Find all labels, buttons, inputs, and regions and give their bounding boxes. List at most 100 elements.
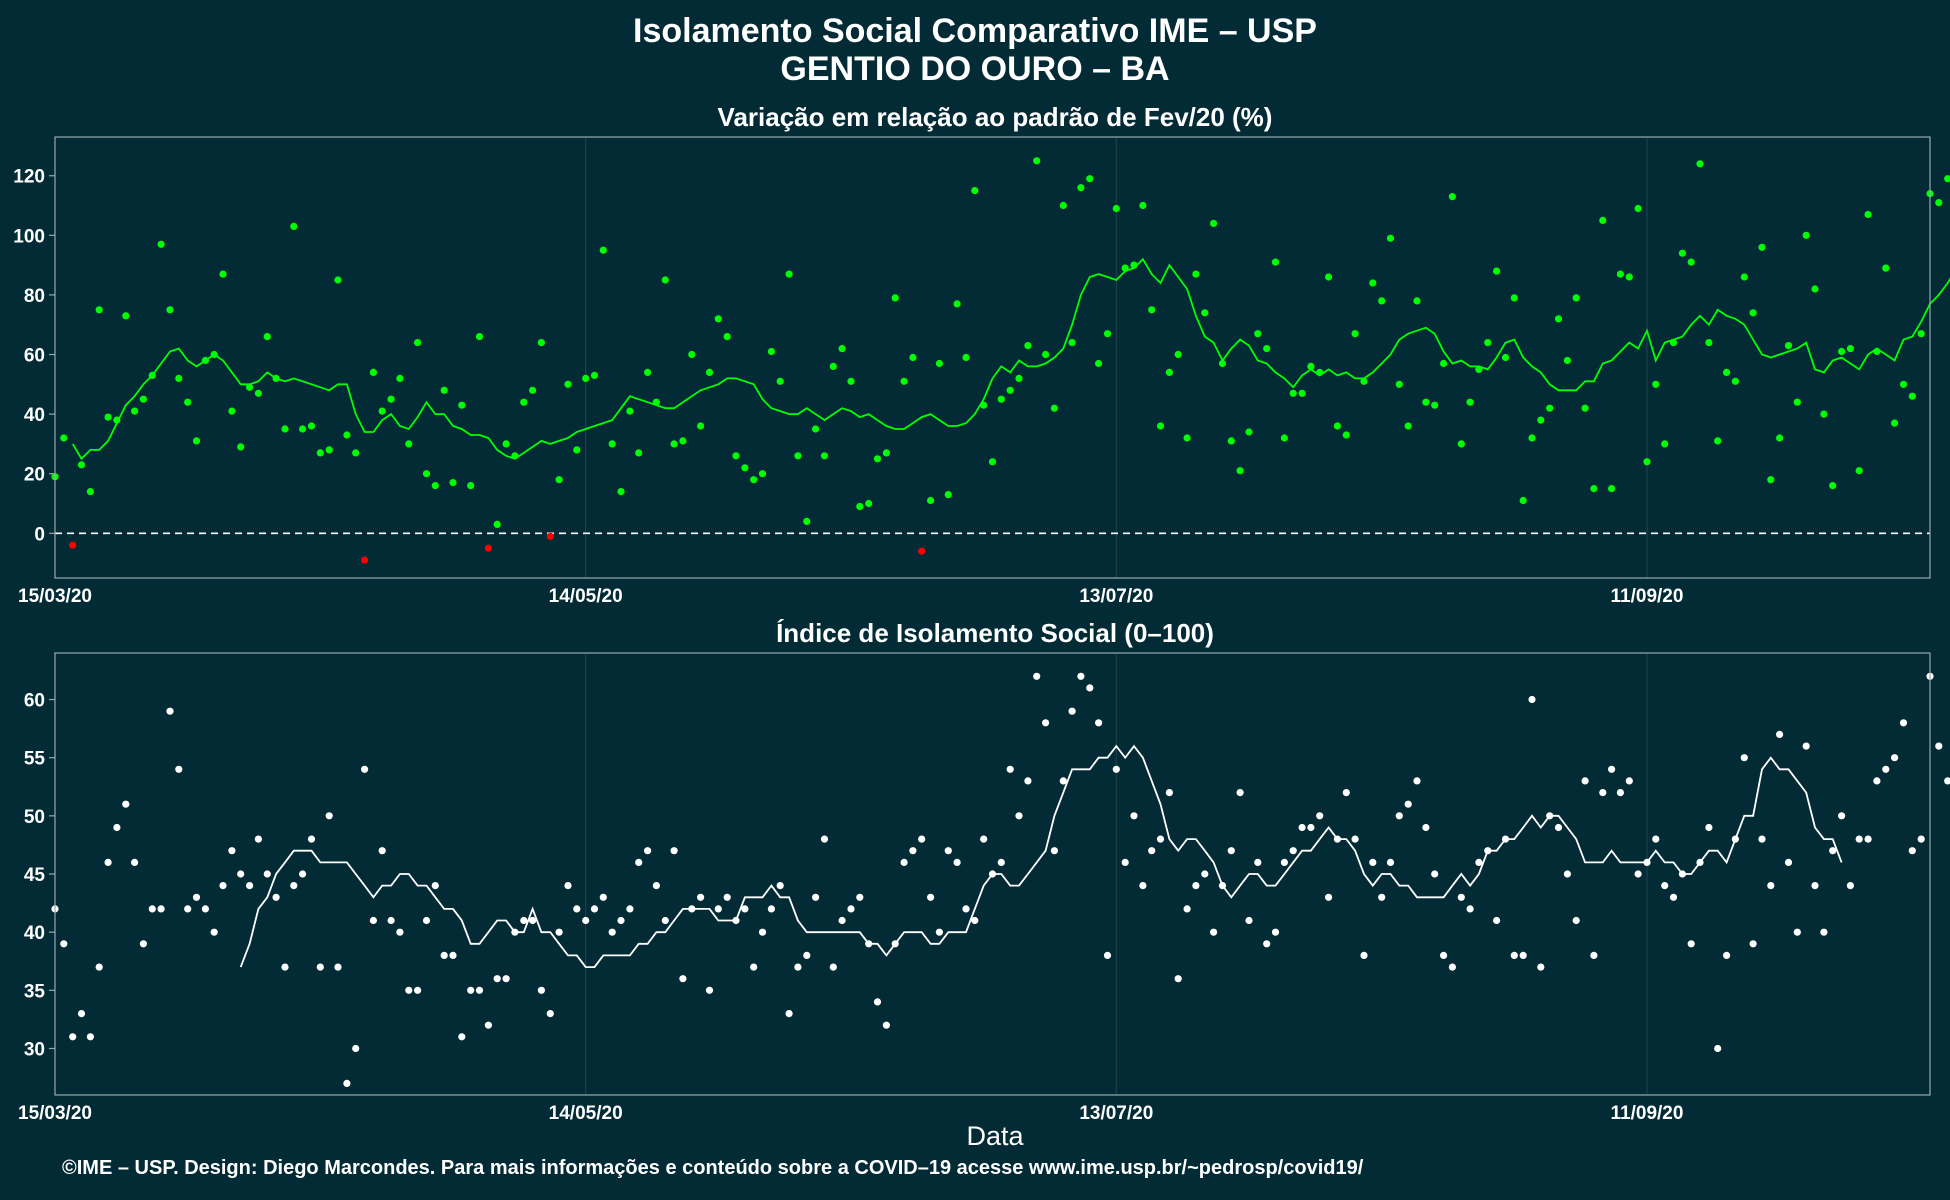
data-point [210,928,218,936]
data-point [1554,315,1563,323]
data-point [661,916,669,925]
data-point [1811,285,1819,293]
data-point [529,386,537,394]
data-point [1811,882,1819,890]
data-point [1448,963,1456,971]
data-point [803,951,811,960]
data-point [1192,270,1200,278]
data-point [1705,823,1713,832]
data-point [599,246,607,254]
data-point [1767,476,1775,484]
data-point [750,476,758,484]
data-point [732,916,740,925]
data-point [1165,368,1173,376]
data-point [1440,359,1448,368]
data-point [1289,847,1297,855]
data-point [210,350,218,359]
data-point [1519,496,1527,505]
data-point [113,416,121,424]
y-tick-label: 80 [24,286,45,307]
data-point [1661,882,1669,890]
data-point [1271,258,1280,266]
data-point [237,870,245,878]
x-tick-label: 11/09/20 [1611,1103,1684,1124]
data-point [254,835,262,843]
data-point [918,547,926,555]
data-point [900,377,908,385]
data-point [1059,777,1067,785]
y-tick-label: 60 [24,346,45,367]
data-point [1086,175,1094,183]
data-point [458,1033,466,1041]
data-point [1572,294,1580,302]
data-point [1103,951,1112,960]
data-point [1864,210,1872,219]
data-point [1280,858,1288,867]
data-point [1528,434,1536,442]
data-point [1501,835,1510,843]
data-point [361,765,369,773]
data-point [511,928,519,936]
data-point [962,905,970,913]
data-point [1838,812,1846,820]
data-point [1404,800,1412,808]
data-point [95,963,103,971]
data-point [953,858,961,867]
data-point [1263,345,1271,353]
data-point [1218,359,1227,368]
data-point [564,380,572,388]
data-point [1749,940,1757,948]
data-point [414,986,422,994]
data-point [175,765,183,773]
chart-subtitle: GENTIO DO OURO – BA [780,50,1170,88]
data-point [1652,835,1660,843]
y-tick-label: 40 [24,923,45,944]
data-point [449,951,457,960]
data-point [873,998,882,1006]
data-point [1042,719,1050,727]
data-point [1608,485,1616,493]
data-point [184,905,192,913]
data-point [148,905,156,913]
data-point [405,440,413,448]
y-tick-label: 35 [24,981,46,1002]
y-tick-label: 100 [13,226,45,247]
data-point [1254,858,1262,867]
data-point [555,928,563,936]
data-point [1386,858,1395,867]
data-point [865,499,873,508]
data-point [1413,297,1421,305]
data-point [1696,160,1704,168]
data-point [325,446,333,454]
data-point [1015,374,1023,382]
data-point [1307,362,1315,370]
data-point [1050,404,1058,412]
data-point [856,893,864,901]
data-point [1156,422,1165,430]
data-point [467,986,475,994]
data-point [1546,404,1554,412]
data-point [1643,458,1651,466]
data-point [1554,823,1563,832]
data-point [1891,419,1899,427]
data-point [997,858,1005,867]
data-point [1661,440,1669,448]
data-point [343,431,351,439]
data-point [1245,916,1253,925]
data-point [1298,823,1306,832]
data-point [1227,437,1235,445]
y-tick-label: 20 [24,465,45,486]
data-point [131,407,139,415]
data-point [1192,882,1200,890]
data-point [1475,858,1483,867]
data-point [1829,847,1837,855]
data-point [1236,789,1244,797]
data-point [688,905,696,913]
data-point [1891,754,1899,762]
y-tick-label: 120 [13,167,45,188]
data-point [60,434,68,442]
data-point [378,407,386,415]
data-point [1386,234,1395,242]
data-point [1245,428,1253,436]
data-point [944,491,952,499]
